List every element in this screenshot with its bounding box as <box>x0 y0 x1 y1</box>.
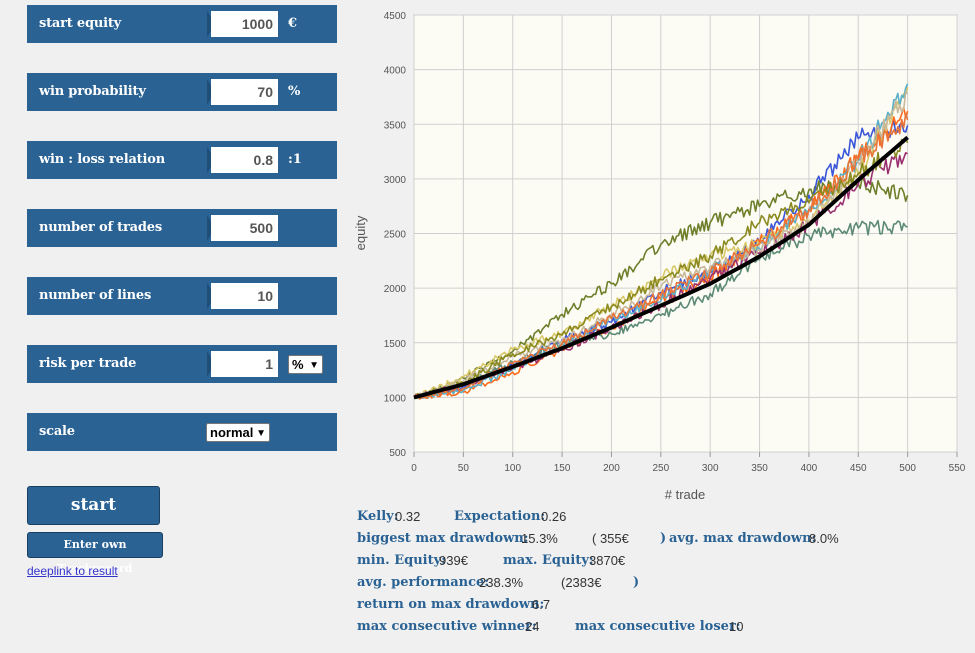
avg-performance-value: 238.3% <box>479 575 524 590</box>
max-loser-value: 10 <box>729 619 744 634</box>
biggest-drawdown-abs: ( 355€ <box>592 531 629 546</box>
win-probability-label: win probability <box>39 84 146 99</box>
romd-value: 6.7 <box>532 597 551 612</box>
y-tick-label: 3500 <box>384 120 407 131</box>
win-loss-relation-input[interactable]: 0.8 <box>211 147 278 173</box>
win-probability-input[interactable]: 70 <box>211 79 278 105</box>
kelly-label: Kelly: <box>357 509 399 524</box>
series-line-6 <box>413 219 908 399</box>
max-equity-value: 3870€ <box>589 553 626 568</box>
expectation-value: 0.26 <box>541 509 567 524</box>
risk-per-trade-row: risk per trade 1 % ▼ <box>27 345 337 383</box>
series-line-5 <box>413 83 909 399</box>
y-axis-label: equity <box>353 215 368 250</box>
risk-per-trade-label: risk per trade <box>39 356 137 371</box>
biggest-drawdown-close: ) <box>660 531 667 546</box>
drawdown-line: biggest max drawdown: 15.3% ( 355€ ) avg… <box>357 528 957 550</box>
max-winner-label: max consecutive winner: <box>357 619 537 634</box>
win-loss-relation-unit: :1 <box>288 152 302 167</box>
x-tick-label: 0 <box>411 463 417 474</box>
series-lines <box>413 83 909 400</box>
win-loss-relation-row: win : loss relation 0.8 :1 <box>27 141 337 179</box>
y-ticks: 500 1000 1500 2000 2500 3000 3500 4000 4500 <box>384 11 407 459</box>
x-tick-label: 450 <box>850 463 867 474</box>
avg-drawdown-value: 8.0% <box>809 531 839 546</box>
max-winner-value: 24 <box>525 619 540 634</box>
risk-per-trade-input[interactable]: 1 <box>211 351 278 377</box>
win-probability-unit: % <box>288 84 301 99</box>
number-of-lines-row: number of lines 10 <box>27 277 337 315</box>
x-ticks: 0 50 100 150 200 250 300 350 400 450 500 550 <box>411 463 966 474</box>
y-tick-label: 2000 <box>384 284 407 295</box>
start-simulation-button[interactable]: start simulation <box>27 486 160 552</box>
avg-performance-abs: (2383€ <box>561 575 602 590</box>
avg-performance-close: ) <box>633 575 640 590</box>
consecutive-line: max consecutive winner: 24 max consecuti… <box>357 616 957 638</box>
grid <box>413 14 958 457</box>
y-tick-label: 4500 <box>384 11 407 22</box>
deeplink-link[interactable]: deeplink to result <box>27 564 118 578</box>
own-trackrecord-button[interactable]: Enter own Trackrecord <box>27 532 163 575</box>
scale-select[interactable]: normal ▼ <box>206 423 270 442</box>
series-line-average <box>413 135 909 400</box>
number-of-trades-label: number of trades <box>39 220 162 235</box>
scale-label: scale <box>39 424 75 439</box>
biggest-drawdown-label: biggest max drawdown: <box>357 531 529 546</box>
x-tick-label: 550 <box>949 463 966 474</box>
performance-line: avg. performance: 238.3% (2383€ ) <box>357 572 957 594</box>
romd-line: return on max drawdown: 6.7 <box>357 594 957 616</box>
number-of-trades-input[interactable]: 500 <box>211 215 278 241</box>
x-axis-label: # trade <box>665 487 705 502</box>
series-line-4 <box>413 86 909 398</box>
x-tick-label: 300 <box>702 463 719 474</box>
y-tick-label: 500 <box>389 448 406 459</box>
romd-label: return on max drawdown: <box>357 597 545 612</box>
min-equity-value: 939€ <box>439 553 468 568</box>
equity-line: min. Equity: 939€ max. Equity: 3870€ <box>357 550 957 572</box>
expectation-label: Expectation: <box>454 509 546 524</box>
series-line-9 <box>413 137 909 399</box>
y-tick-label: 1500 <box>384 339 407 350</box>
max-equity-label: max. Equity: <box>503 553 594 568</box>
kelly-value: 0.32 <box>395 509 421 524</box>
number-of-trades-row: number of trades 500 <box>27 209 337 247</box>
min-equity-label: min. Equity: <box>357 553 446 568</box>
avg-drawdown-label: avg. max drawdown: <box>669 531 817 546</box>
x-tick-label: 100 <box>504 463 521 474</box>
number-of-lines-label: number of lines <box>39 288 152 303</box>
y-tick-label: 3000 <box>384 175 407 186</box>
chevron-down-icon: ▼ <box>309 360 319 371</box>
risk-unit-select-value: % <box>292 357 304 372</box>
results-panel: Kelly: 0.32 Expectation: 0.26 biggest ma… <box>357 506 957 638</box>
y-tick-label: 1000 <box>384 393 407 404</box>
kelly-line: Kelly: 0.32 Expectation: 0.26 <box>357 506 957 528</box>
scale-select-value: normal <box>210 425 254 440</box>
x-tick-label: 200 <box>603 463 620 474</box>
win-probability-row: win probability 70 % <box>27 73 337 111</box>
risk-unit-select[interactable]: % ▼ <box>288 355 323 374</box>
x-tick-label: 50 <box>458 463 470 474</box>
equity-chart: 500 1000 1500 2000 2500 3000 3500 4000 4500 0 50 1… <box>353 11 966 502</box>
y-tick-label: 2500 <box>384 230 407 241</box>
start-equity-label: start equity <box>39 16 122 31</box>
x-tick-label: 400 <box>801 463 818 474</box>
avg-performance-label: avg. performance: <box>357 575 490 590</box>
start-equity-unit: € <box>288 16 298 31</box>
number-of-lines-input[interactable]: 10 <box>211 283 278 309</box>
max-loser-label: max consecutive loser: <box>575 619 741 634</box>
scale-row: scale normal ▼ <box>27 413 337 451</box>
x-tick-label: 500 <box>899 463 916 474</box>
chevron-down-icon: ▼ <box>256 428 266 439</box>
x-tick-label: 150 <box>554 463 571 474</box>
win-loss-relation-label: win : loss relation <box>39 152 165 167</box>
x-tick-label: 350 <box>751 463 768 474</box>
biggest-drawdown-value: 15.3% <box>521 531 558 546</box>
start-equity-input[interactable]: 1000 <box>211 11 278 37</box>
start-equity-row: start equity 1000 € <box>27 5 337 43</box>
x-tick-label: 250 <box>652 463 669 474</box>
y-tick-label: 4000 <box>384 66 407 77</box>
